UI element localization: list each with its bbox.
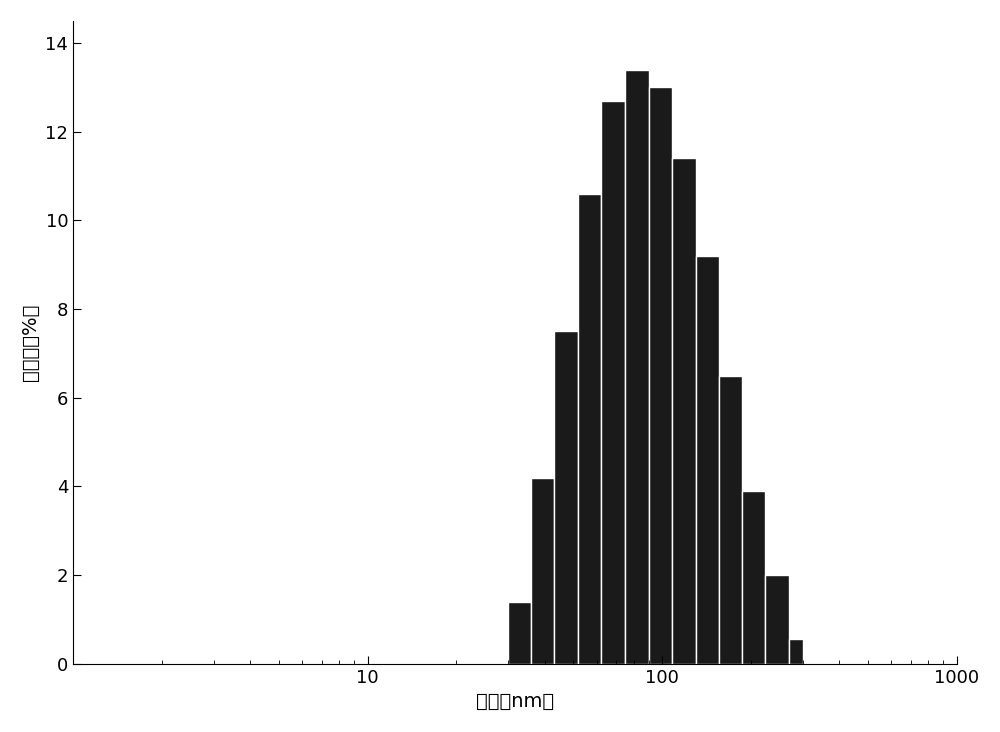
Bar xyxy=(672,158,696,664)
Bar xyxy=(649,87,672,664)
X-axis label: 粒径（nm）: 粒径（nm） xyxy=(476,692,554,712)
Bar xyxy=(696,255,719,664)
Bar xyxy=(508,602,531,664)
Bar xyxy=(719,376,742,664)
Bar xyxy=(578,194,601,664)
Bar xyxy=(625,70,649,664)
Bar xyxy=(531,477,554,664)
Bar xyxy=(601,100,625,664)
Y-axis label: 百分比（%）: 百分比（%） xyxy=(21,304,40,381)
Bar xyxy=(765,575,789,664)
Bar xyxy=(789,639,803,664)
Bar xyxy=(554,331,578,664)
Bar xyxy=(742,491,765,664)
